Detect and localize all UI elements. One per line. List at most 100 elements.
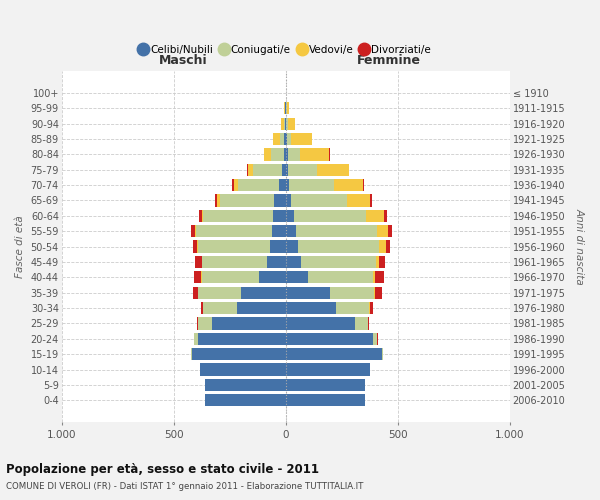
Bar [271, 148, 284, 160]
Bar [289, 179, 334, 192]
Bar [287, 133, 292, 145]
Bar [194, 332, 199, 345]
Bar [272, 225, 286, 237]
Bar [232, 179, 233, 192]
Bar [286, 271, 308, 283]
Bar [362, 179, 364, 192]
Bar [202, 256, 268, 268]
Bar [273, 133, 280, 145]
Bar [286, 286, 329, 299]
Bar [292, 133, 311, 145]
Bar [336, 302, 370, 314]
Bar [373, 332, 377, 345]
Bar [286, 225, 296, 237]
Bar [285, 118, 286, 130]
Bar [329, 148, 330, 160]
Bar [300, 148, 329, 160]
Bar [194, 271, 201, 283]
Text: COMUNE DI VEROLI (FR) - Dati ISTAT 1° gennaio 2011 - Elaborazione TUTTITALIA.IT: COMUNE DI VEROLI (FR) - Dati ISTAT 1° ge… [6, 482, 364, 491]
Bar [202, 271, 259, 283]
Bar [215, 194, 217, 206]
Bar [384, 210, 387, 222]
Bar [286, 348, 382, 360]
Bar [286, 240, 298, 252]
Bar [286, 210, 293, 222]
Bar [376, 271, 385, 283]
Bar [197, 240, 269, 252]
Bar [212, 318, 286, 330]
Bar [377, 225, 388, 237]
Text: Maschi: Maschi [158, 54, 207, 68]
Bar [292, 194, 347, 206]
Bar [301, 256, 376, 268]
Bar [273, 210, 286, 222]
Bar [236, 302, 286, 314]
Bar [286, 394, 365, 406]
Bar [279, 179, 286, 192]
Bar [286, 302, 336, 314]
Bar [366, 210, 384, 222]
Bar [370, 302, 373, 314]
Bar [205, 394, 286, 406]
Bar [286, 332, 373, 345]
Bar [203, 210, 273, 222]
Bar [268, 256, 286, 268]
Bar [284, 133, 286, 145]
Bar [286, 148, 287, 160]
Bar [220, 194, 274, 206]
Legend: Celibi/Nubili, Coniugati/e, Vedovi/e, Divorziati/e: Celibi/Nubili, Coniugati/e, Vedovi/e, Di… [137, 41, 435, 60]
Bar [280, 133, 284, 145]
Bar [199, 210, 202, 222]
Bar [200, 302, 203, 314]
Bar [274, 194, 286, 206]
Bar [287, 148, 300, 160]
Bar [199, 286, 241, 299]
Bar [205, 378, 286, 391]
Bar [296, 225, 377, 237]
Bar [217, 194, 220, 206]
Bar [286, 378, 365, 391]
Bar [376, 256, 379, 268]
Bar [288, 164, 317, 176]
Bar [200, 364, 286, 376]
Text: Popolazione per età, sesso e stato civile - 2011: Popolazione per età, sesso e stato civil… [6, 462, 319, 475]
Bar [368, 318, 369, 330]
Bar [283, 164, 286, 176]
Bar [238, 179, 279, 192]
Bar [202, 210, 203, 222]
Bar [379, 240, 386, 252]
Bar [334, 179, 362, 192]
Bar [382, 348, 383, 360]
Bar [288, 118, 295, 130]
Bar [308, 271, 373, 283]
Bar [203, 302, 236, 314]
Bar [286, 318, 355, 330]
Bar [286, 179, 289, 192]
Bar [196, 225, 272, 237]
Bar [248, 164, 253, 176]
Bar [284, 102, 286, 115]
Bar [355, 318, 368, 330]
Bar [195, 256, 202, 268]
Bar [284, 148, 286, 160]
Bar [233, 179, 238, 192]
Bar [286, 364, 370, 376]
Bar [286, 194, 292, 206]
Bar [376, 286, 382, 299]
Bar [293, 210, 366, 222]
Bar [298, 240, 379, 252]
Bar [281, 118, 284, 130]
Bar [347, 194, 370, 206]
Bar [259, 271, 286, 283]
Bar [247, 164, 248, 176]
Bar [264, 148, 271, 160]
Bar [269, 240, 286, 252]
Bar [386, 240, 390, 252]
Bar [286, 164, 288, 176]
Bar [286, 118, 288, 130]
Bar [241, 286, 286, 299]
Bar [199, 332, 286, 345]
Bar [199, 318, 212, 330]
Bar [317, 164, 349, 176]
Bar [286, 102, 287, 115]
